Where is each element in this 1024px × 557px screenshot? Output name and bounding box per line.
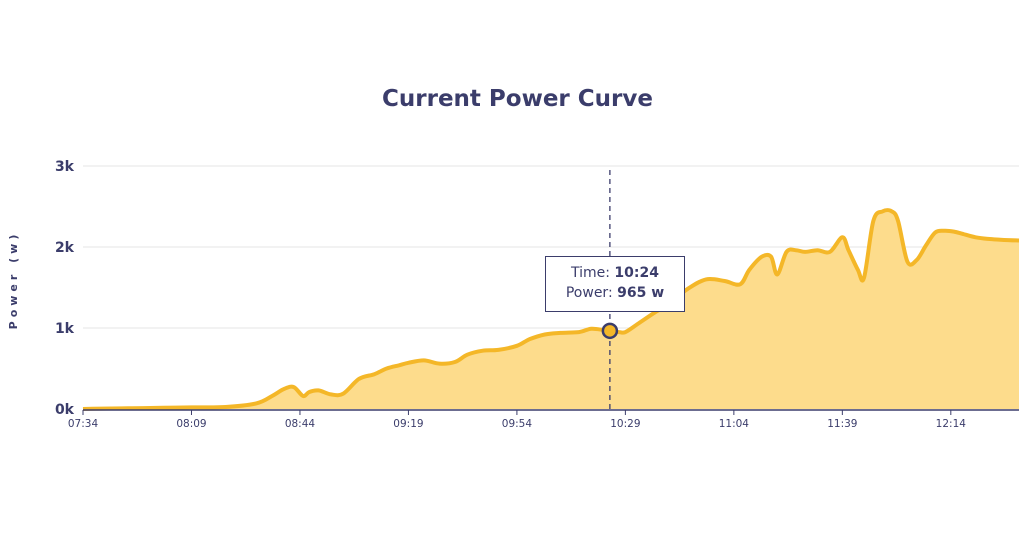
x-tick-label: 08:09: [176, 418, 206, 430]
x-tick-label: 12:14: [936, 418, 967, 430]
x-tick-label: 11:39: [827, 418, 857, 430]
tooltip-power-value: 965 w: [617, 285, 665, 301]
y-tick-label: 3k: [55, 159, 75, 175]
x-tick-label: 07:34: [68, 418, 99, 430]
series-line: [82, 208, 1020, 411]
x-axis-ticks: 07:34 08:09 08:44 09:19 09:54 10:29 11:04 11:39…: [68, 410, 966, 430]
tooltip-time-label: Time:: [570, 265, 615, 281]
y-axis-label: Power (w): [7, 231, 20, 330]
tooltip-time-row: Time: 10:24: [546, 263, 684, 283]
tooltip-time-value: 10:24: [614, 265, 659, 281]
y-tick-label: 0k: [55, 402, 75, 418]
x-tick-label: 11:04: [719, 418, 750, 430]
y-axis-ticks: 0k 1k 2k 3k: [55, 159, 75, 418]
series-area: [82, 208, 1020, 411]
tooltip: Time: 10:24 Power: 965 w: [545, 256, 685, 312]
chart-title: Current Power Curve: [382, 86, 653, 112]
x-tick-label: 09:19: [393, 418, 423, 430]
y-tick-label: 2k: [55, 240, 75, 256]
tooltip-power-label: Power:: [565, 285, 618, 301]
x-tick-label: 09:54: [502, 418, 533, 430]
highlight-point[interactable]: [601, 322, 619, 340]
tooltip-power-row: Power: 965 w: [546, 283, 684, 303]
x-tick-label: 08:44: [285, 418, 316, 430]
y-tick-label: 1k: [55, 321, 75, 337]
x-tick-label: 10:29: [610, 418, 640, 430]
